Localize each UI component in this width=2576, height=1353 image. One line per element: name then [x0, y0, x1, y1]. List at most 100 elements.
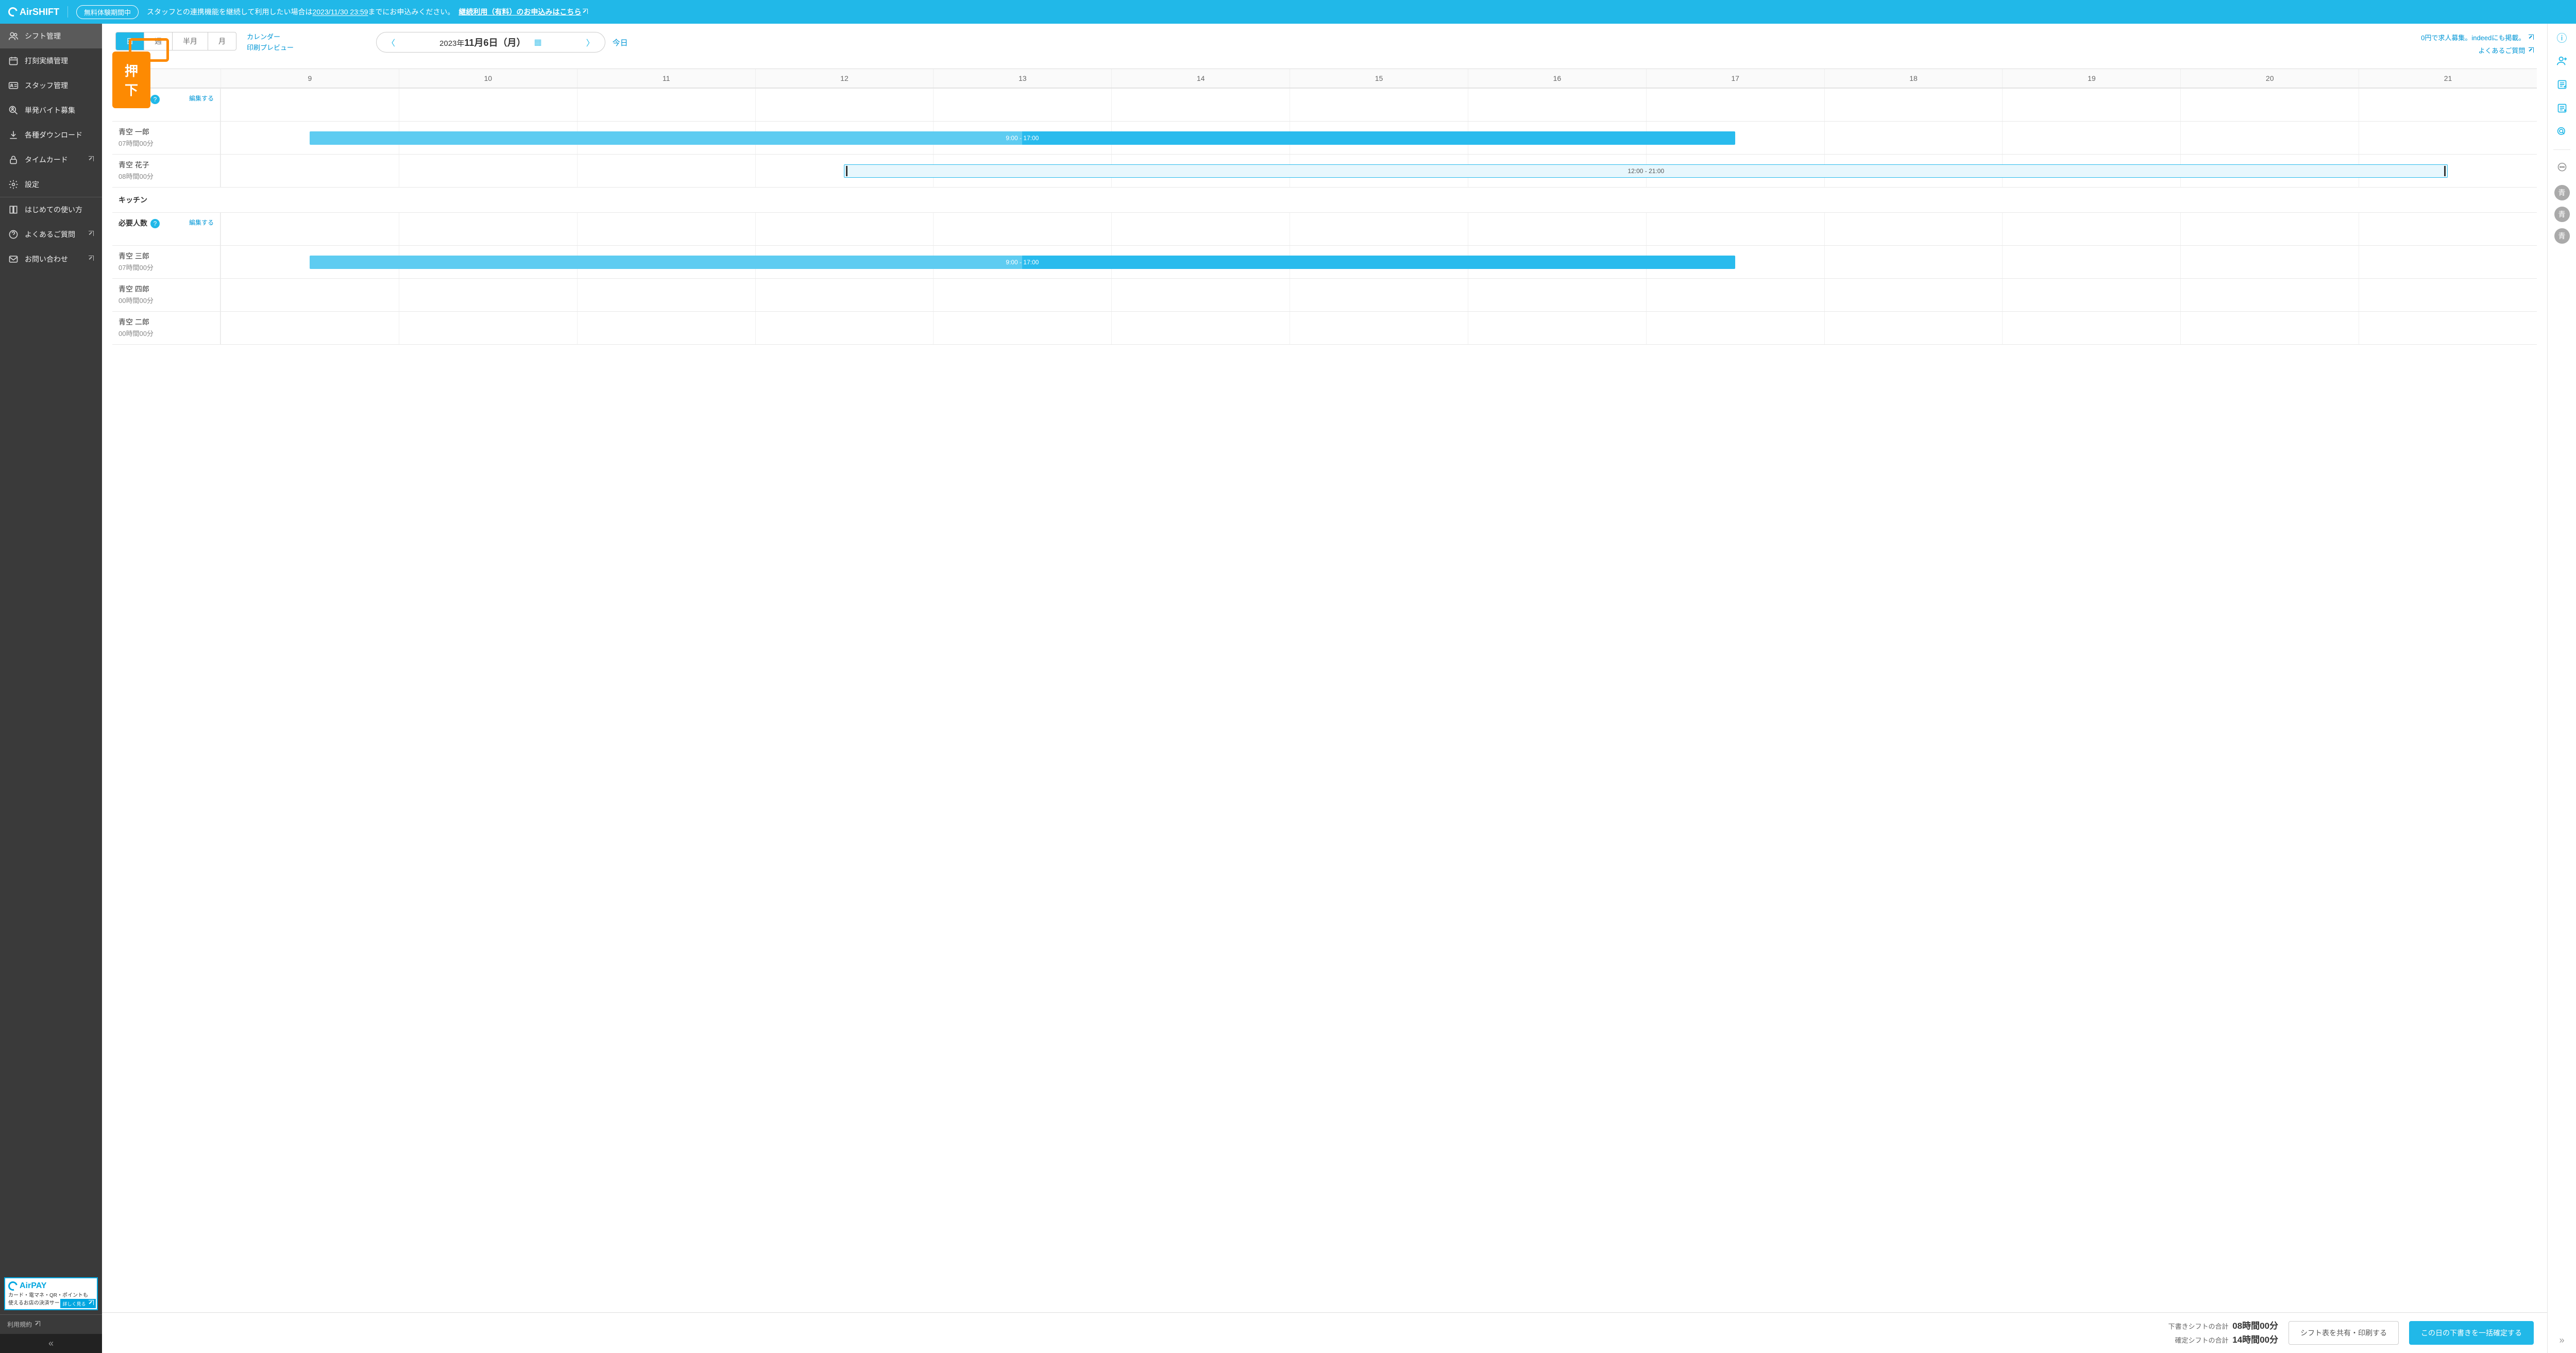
shift-bar[interactable]: 9:00 - 17:00	[310, 131, 1735, 145]
download-icon	[8, 130, 19, 140]
staff-name: 青空 一郎	[118, 127, 154, 137]
banner-cta-link[interactable]: 継続利用（有料）のお申込みはこちら	[459, 8, 588, 16]
time-header-col: 19	[2002, 69, 2180, 88]
main-toolbar: 日週半月月 ⌄表示設定 カレンダー 印刷プレビュー 〈 2023年11月6日（月…	[102, 24, 2547, 69]
top-right-links: 0円で求人募集。indeedにも掲載。 よくあるご質問	[2421, 32, 2534, 57]
time-header-col: 13	[933, 69, 1111, 88]
time-header-col: 20	[2180, 69, 2359, 88]
staff-name: 青空 花子	[118, 160, 154, 170]
prev-day-button[interactable]: 〈	[384, 36, 398, 48]
airpay-detail-button[interactable]: 詳しく見る	[60, 1299, 96, 1308]
sidebar-item-5[interactable]: タイムカード	[0, 147, 102, 172]
staff-name: 青空 三郎	[118, 251, 154, 261]
staff-row: 青空 一郎07時間00分 9:00 - 17:00	[112, 121, 2537, 154]
date-navigator: 〈 2023年11月6日（月） ▦ 〉 今日	[376, 32, 628, 53]
terms-link[interactable]: 利用規約	[0, 1314, 102, 1334]
airpay-promo[interactable]: AirPAY カード・電マネ・QR・ポイントも 使えるお店の決済サービス 詳しく…	[4, 1277, 98, 1310]
external-link-icon	[583, 9, 588, 14]
sidebar-item-0[interactable]: はじめての使い方	[0, 197, 102, 222]
shift-bar[interactable]: 12:00 - 21:00	[844, 164, 2448, 178]
staff-row: 青空 花子08時間00分12:00 - 21:00	[112, 154, 2537, 187]
staff-duration: 00時間00分	[118, 295, 154, 305]
lock-icon	[8, 155, 19, 165]
help-icon[interactable]: ?	[150, 95, 160, 104]
totals: 下書きシフトの合計 08時間00分 確定シフトの合計 14時間00分	[2168, 1319, 2278, 1347]
required-row: 必要人数?編集する	[112, 212, 2537, 245]
calendar-icon[interactable]: ▦	[534, 37, 541, 47]
next-day-button[interactable]: 〉	[583, 36, 598, 48]
time-header-col: 11	[577, 69, 755, 88]
external-link-icon	[87, 231, 94, 238]
right-rail: ⓘ 青青青 »	[2547, 24, 2576, 1353]
external-link-icon	[87, 156, 94, 163]
bottom-bar: 下書きシフトの合計 08時間00分 確定シフトの合計 14時間00分 シフト表を…	[102, 1312, 2547, 1353]
avatar-badge[interactable]: 青	[2554, 228, 2570, 244]
sidebar-item-4[interactable]: 各種ダウンロード	[0, 123, 102, 147]
share-print-button[interactable]: シフト表を共有・印刷する	[2289, 1321, 2399, 1345]
info-icon[interactable]: ⓘ	[2556, 31, 2568, 43]
search-person-icon	[8, 105, 19, 115]
sidebar-item-2[interactable]: お問い合わせ	[0, 247, 102, 272]
time-header-col: 16	[1468, 69, 1646, 88]
indeed-link[interactable]: 0円で求人募集。indeedにも掲載。	[2421, 32, 2534, 45]
sidebar-collapse-button[interactable]: «	[0, 1334, 102, 1353]
schedule-area: 9101112131415161718192021 必要人数?編集する青空 一郎…	[102, 69, 2547, 1312]
sidebar-item-0[interactable]: シフト管理	[0, 24, 102, 48]
logo-divider	[67, 6, 68, 18]
time-header-col: 9	[221, 69, 399, 88]
time-header: 9101112131415161718192021	[112, 69, 2537, 88]
sidebar: シフト管理打刻実績管理スタッフ管理単発バイト募集各種ダウンロードタイムカード設定…	[0, 24, 102, 1353]
gear-icon	[8, 179, 19, 190]
shift-bar[interactable]: 9:00 - 17:00	[310, 256, 1735, 269]
rail-collapse-button[interactable]: »	[2559, 1335, 2564, 1346]
add-person-icon[interactable]	[2556, 55, 2568, 67]
time-header-col: 15	[1290, 69, 1468, 88]
view-tab-半月[interactable]: 半月	[173, 32, 208, 50]
avatar-badge[interactable]: 青	[2554, 207, 2570, 222]
help-icon[interactable]: ?	[150, 219, 160, 228]
idcard-icon	[8, 80, 19, 91]
staff-duration: 00時間00分	[118, 328, 154, 338]
avatar-badge[interactable]: 青	[2554, 185, 2570, 200]
today-link[interactable]: 今日	[613, 37, 628, 48]
list-check-icon[interactable]	[2556, 78, 2568, 91]
sidebar-item-3[interactable]: 単発バイト募集	[0, 98, 102, 123]
help-icon	[8, 229, 19, 240]
required-row: 必要人数?編集する	[112, 88, 2537, 121]
list-x-icon[interactable]	[2556, 102, 2568, 114]
staff-duration: 07時間00分	[118, 262, 154, 272]
print-preview-link[interactable]: 印刷プレビュー	[247, 43, 294, 54]
chat-icon[interactable]	[2556, 161, 2568, 174]
confirm-all-button[interactable]: この日の下書きを一括確定する	[2409, 1321, 2534, 1345]
group-title: キッチン	[112, 188, 2537, 212]
current-date: 2023年11月6日（月） ▦	[439, 36, 542, 49]
settings-search-icon[interactable]	[2556, 126, 2568, 138]
time-header-col: 12	[755, 69, 934, 88]
time-header-col: 21	[2359, 69, 2537, 88]
view-tab-月[interactable]: 月	[208, 32, 236, 50]
staff-name: 青空 二郎	[118, 317, 154, 327]
faq-link[interactable]: よくあるご質問	[2421, 45, 2534, 58]
time-header-col: 10	[399, 69, 577, 88]
sidebar-item-1[interactable]: 打刻実績管理	[0, 48, 102, 73]
users-icon	[8, 31, 19, 41]
sidebar-item-1[interactable]: よくあるご質問	[0, 222, 102, 247]
top-banner: AirSHIFT 無料体験期間中 スタッフとの連携機能を継続して利用したい場合は…	[0, 0, 2576, 24]
logo-icon	[7, 6, 20, 19]
trial-badge: 無料体験期間中	[76, 5, 139, 19]
banner-text: スタッフとの連携機能を継続して利用したい場合は2023/11/30 23:59ま…	[147, 7, 588, 17]
book-icon	[8, 205, 19, 215]
time-header-col: 14	[1111, 69, 1290, 88]
sidebar-item-2[interactable]: スタッフ管理	[0, 73, 102, 98]
logo: AirSHIFT	[8, 7, 59, 18]
callout-label: 押下	[112, 52, 150, 108]
edit-link[interactable]: 編集する	[189, 94, 214, 103]
sidebar-item-6[interactable]: 設定	[0, 172, 102, 197]
main-area: 日週半月月 ⌄表示設定 カレンダー 印刷プレビュー 〈 2023年11月6日（月…	[102, 24, 2547, 1353]
time-header-col: 17	[1646, 69, 1824, 88]
calendar-icon	[8, 56, 19, 66]
time-header-col: 18	[1824, 69, 2003, 88]
edit-link[interactable]: 編集する	[189, 218, 214, 227]
staff-duration: 07時間00分	[118, 138, 154, 148]
calendar-link[interactable]: カレンダー	[247, 32, 294, 43]
